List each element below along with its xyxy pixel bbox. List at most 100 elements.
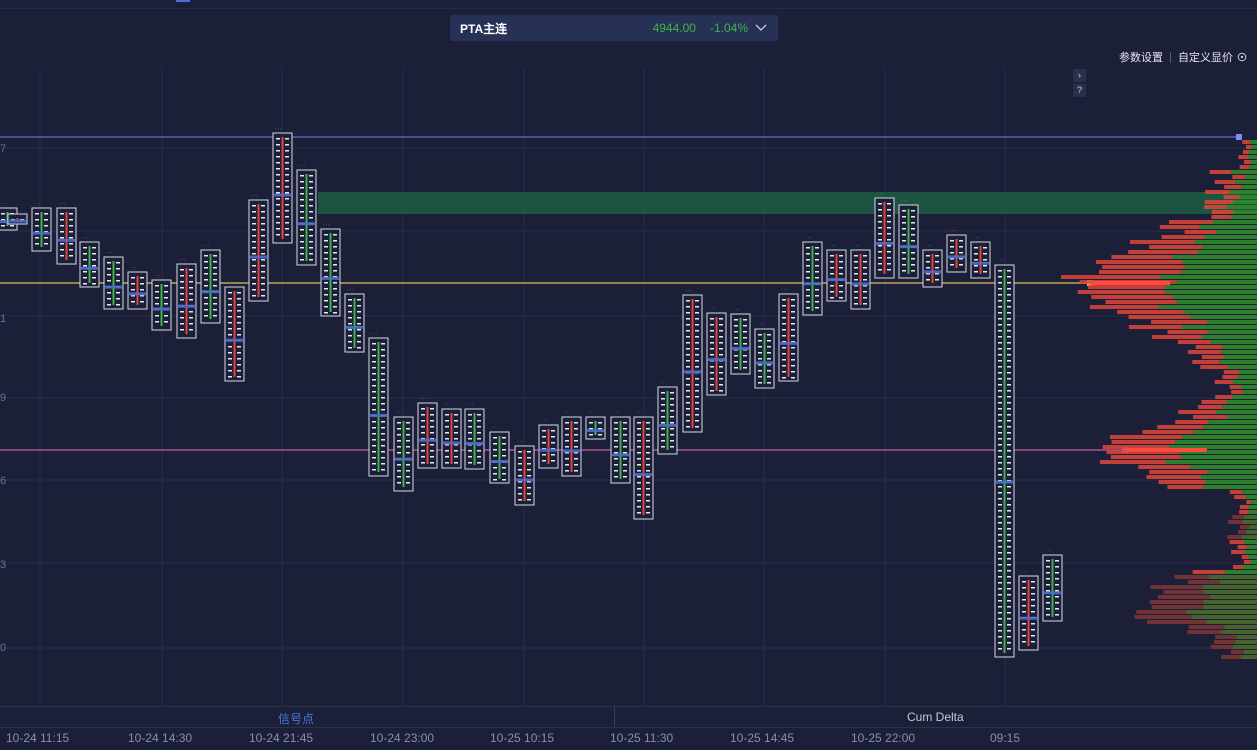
y-tick-label: 7 — [0, 143, 6, 155]
cell-right — [1031, 623, 1035, 625]
cell-left — [252, 271, 256, 273]
cell-right — [502, 437, 506, 439]
footprint-candle: · · · — [224, 280, 245, 382]
params-settings-button[interactable]: 参数设置 — [1119, 52, 1163, 64]
cell-left — [686, 318, 690, 320]
cell-right — [237, 370, 241, 372]
cell-right — [454, 450, 458, 452]
profile-bar-sell — [1242, 140, 1250, 144]
cell-left — [637, 512, 641, 514]
cell-left — [734, 343, 738, 345]
profile-bar-sell — [1087, 285, 1166, 289]
tab-cum-delta[interactable]: Cum Delta — [907, 710, 964, 724]
cell-left — [518, 481, 522, 483]
candle-poc-cell — [996, 480, 1013, 484]
cell-right — [213, 279, 217, 281]
profile-bar-sell — [1147, 620, 1207, 624]
cell-right — [44, 237, 48, 239]
y-tick-label: 9 — [0, 392, 6, 404]
cell-left — [998, 270, 1002, 272]
expand-panel-button[interactable]: › — [1073, 69, 1086, 82]
cell-right — [670, 440, 674, 442]
cell-right — [1007, 282, 1011, 284]
cell-right — [333, 306, 337, 308]
profile-bar-sell — [1233, 565, 1244, 569]
cell-right — [430, 450, 434, 452]
cell-left — [710, 336, 714, 338]
help-button[interactable]: ? — [1073, 84, 1086, 97]
cell-left — [782, 323, 786, 325]
profile-bar-sell — [1136, 610, 1187, 614]
candle-poc-cell — [1044, 591, 1061, 595]
profile-bar-sell — [1077, 290, 1165, 294]
cell-right — [309, 253, 313, 255]
cell-left — [686, 384, 690, 386]
cell-right — [1007, 288, 1011, 290]
cell-right — [381, 391, 385, 393]
cell-left — [1022, 587, 1026, 589]
chevron-down-icon[interactable] — [754, 21, 768, 35]
cell-right — [1007, 600, 1011, 602]
cell-left — [300, 241, 304, 243]
cell-right — [670, 398, 674, 400]
cell-left — [878, 227, 882, 229]
toolbar-divider — [1170, 51, 1171, 63]
cell-left — [180, 269, 184, 271]
profile-bar-sell — [1229, 385, 1241, 389]
cell-right — [357, 341, 361, 343]
cell-right — [767, 334, 771, 336]
cell-left — [300, 229, 304, 231]
cell-left — [902, 258, 906, 260]
cell-left — [950, 240, 954, 242]
cell-right — [92, 253, 96, 255]
candle-poc-cell — [250, 255, 267, 259]
poc-bar-secondary — [1127, 448, 1207, 452]
cell-left — [998, 588, 1002, 590]
cell-right — [237, 346, 241, 348]
tab-signal-points[interactable]: 信号点 — [278, 712, 315, 726]
cell-right — [574, 458, 578, 460]
cell-right — [261, 277, 265, 279]
cell-right — [815, 259, 819, 261]
cell-right — [116, 280, 120, 282]
cell-right — [695, 408, 699, 410]
profile-bar-buy — [1242, 490, 1257, 494]
cell-right — [670, 422, 674, 424]
cell-left — [445, 414, 449, 416]
profile-bar-sell — [1222, 375, 1238, 379]
symbol-selector[interactable]: PTA主连 4944.00 -1.04% — [450, 15, 778, 41]
profile-bar-buy — [1224, 625, 1257, 629]
footprint-candle: · · · — [585, 410, 606, 440]
footprint-candle: · · · — [417, 396, 438, 469]
indicator-bar: 信号点 Cum Delta — [0, 706, 1257, 728]
cell-left — [998, 594, 1002, 596]
cell-right — [1007, 606, 1011, 608]
cell-right — [911, 234, 915, 236]
cell-left — [228, 364, 232, 366]
profile-bar-sell — [1138, 465, 1191, 469]
cell-left — [252, 253, 256, 255]
cell-right — [695, 336, 699, 338]
footprint-chart[interactable]: · · · · · · · · · · · · · · · · · · · · · · · ·… — [0, 68, 1257, 706]
candle-top-marks: · · · — [154, 273, 160, 278]
cell-right — [430, 456, 434, 458]
y-tick-label: 1 — [0, 313, 6, 325]
cell-right — [381, 367, 385, 369]
candle-poc-cell — [924, 270, 941, 274]
profile-bar-buy — [1225, 570, 1257, 574]
settings-circle-icon[interactable] — [1237, 52, 1247, 62]
cell-right — [1007, 312, 1011, 314]
cell-left — [878, 221, 882, 223]
cell-left — [686, 324, 690, 326]
cell-left — [252, 235, 256, 237]
cell-left — [758, 376, 762, 378]
profile-bar-sell — [1095, 260, 1183, 264]
cell-right — [406, 428, 410, 430]
cell-right — [791, 329, 795, 331]
cell-right — [1007, 534, 1011, 536]
candle-poc-cell — [33, 231, 50, 235]
custom-price-button[interactable]: 自定义显价 — [1178, 52, 1233, 64]
candle-top-marks: · · · — [106, 250, 112, 255]
profile-bar-sell — [1128, 315, 1192, 319]
cell-right — [381, 451, 385, 453]
